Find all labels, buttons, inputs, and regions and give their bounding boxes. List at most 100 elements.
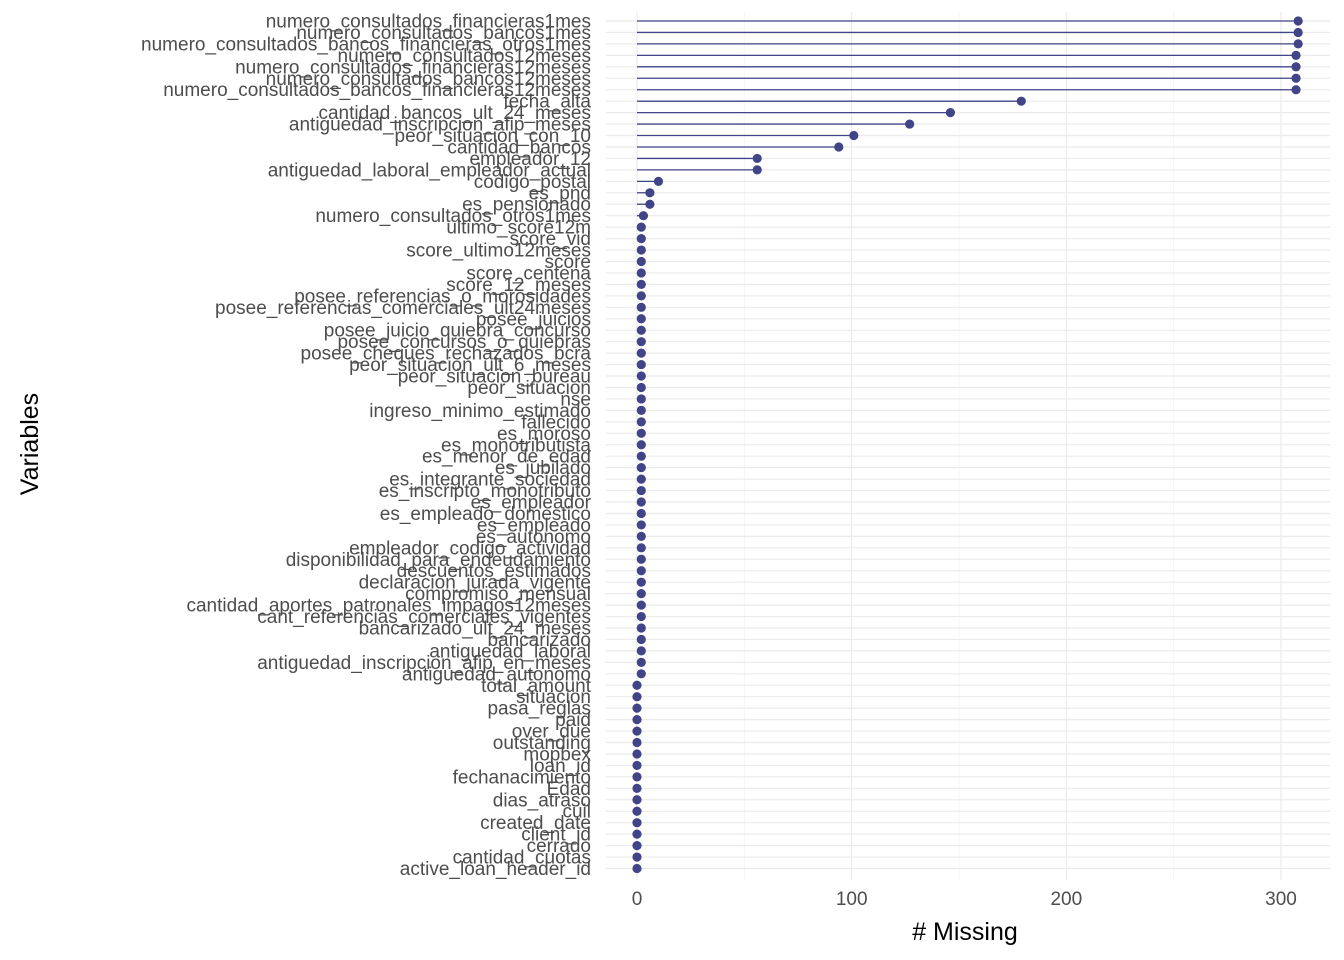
lollipop-point [636,405,646,415]
lollipop-point [636,359,646,370]
lollipop-point [636,302,646,312]
lollipop-point [632,818,642,828]
variable-label: es_integrante_sociedad [389,470,591,491]
variable-label: score_centena [466,263,591,284]
lollipop-point [636,611,646,622]
lollipop-point [653,176,664,186]
lollipop-point [752,165,762,175]
variable-label: peor_situacion [467,378,591,399]
lollipop-point [632,806,642,816]
variable-label: numero_consultados_bancos_financieras12m… [163,80,591,101]
lollipop-point [632,703,642,713]
lollipop-point [636,600,646,610]
variable-label: es_jubilado [495,458,591,479]
variable-label: created_date [480,813,591,834]
lollipop-point [636,348,646,358]
lollipop-point [645,199,655,209]
variable-label: outstanding [493,733,591,754]
variable-label: es_monotributista [441,435,591,456]
lollipop-point [636,657,646,667]
variable-label: numero_consultados_bancos1mes [296,23,591,44]
y-axis-title: Variables [16,393,44,495]
lollipop-point [636,256,646,267]
variable-label: peor_situacion_ult_6_meses [349,355,591,376]
lollipop-point [632,715,642,725]
variable-label: descuentos_estimados [397,561,591,582]
lollipop-point [632,749,642,759]
lollipop-point [636,222,646,232]
lollipop-point [636,234,646,244]
lollipop-point [632,760,642,771]
variable-label: nse [560,389,591,410]
variable-label: es_autonomo [476,527,591,548]
variable-label: posee_juicio_quiebra_concurso [324,321,591,342]
variable-label: ingreso_minimo_estimado [369,401,591,422]
variable-label: posee_concursos_o_quiebras [337,332,591,353]
variable-label: empleador_codigo_actividad [349,538,591,559]
lollipop-point [636,268,646,278]
variable-label: posee_juicios [476,309,591,330]
variable-label: antiguedad_inscripcion_afip_meses [289,115,591,136]
x-tick-label: 100 [836,889,868,910]
lollipop-point [636,646,646,656]
lollipop-point [636,589,646,599]
lollipop-point [636,554,646,564]
lollipop-point [1016,96,1026,106]
lollipop-point [1291,85,1301,95]
variable-label: codigo_postal [474,172,591,193]
variable-label: posee_referencias_o_morosidades [294,286,591,307]
variable-label: Edad [547,779,591,800]
variable-label: antiguedad_inscripcion_afip_en_meses [257,653,591,674]
variable-label: paid [555,710,591,731]
lollipop-point [638,211,649,221]
variable-label: score_12_meses [446,275,591,296]
variable-label: fecha_alta [503,92,591,113]
lollipop-point [636,531,646,541]
variable-label: total_amount [481,676,592,697]
variable-label: bancarizado_ult_24_meses [359,618,591,639]
variable-label: numero_consultados_financieras12meses [235,57,591,78]
variable-label: score_vid [510,229,591,250]
lollipop-point [636,382,646,393]
variable-label: client_id [521,825,591,846]
variable-label: cantidad_bancos_ult_24_meses [318,103,591,124]
variable-label: compromiso_mensual [405,584,591,605]
lollipop-point [636,669,646,679]
lollipop-point [632,737,642,748]
lollipop-point [632,726,642,736]
variable-label: peor_situacion_bureau [398,367,591,388]
lollipop-point [636,291,646,301]
variable-label: disponibilidad_para_endeudamiento [286,550,591,571]
lollipop-point [1293,39,1303,49]
x-tick-label: 300 [1265,889,1297,910]
variable-label: over_due [512,722,591,743]
lollipop-point [632,692,642,702]
lollipop-point [632,852,642,862]
lollipop-point [849,130,859,141]
lollipop-point [632,829,642,839]
lollipop-marks [632,16,1303,874]
lollipop-point [636,325,646,335]
lollipop-point [632,772,642,782]
variable-label: es_empleador [471,493,592,514]
variable-label: fallecido [521,412,591,433]
lollipop-point [636,485,646,496]
variable-label: antiguedad_autonomo [402,664,591,685]
variable-label: peor_situacion_con_10 [395,126,592,147]
variable-label: bancarizado [487,630,591,651]
lollipop-point [636,634,646,645]
lollipop-point [636,543,646,553]
variable-label: cuil [562,802,591,823]
variable-label: cant_referencias_comerciales_vigentes [257,607,591,628]
variable-label: es_menor_de_edad [422,447,591,468]
variable-label: es_inscripto_monotributo [379,481,591,502]
lollipop-point [945,108,956,118]
lollipop-point [636,440,646,450]
variable-label: es_empleado_domestico [380,504,591,525]
lollipop-point [636,508,646,519]
variable-label: empleador_12 [470,149,591,170]
variable-label: declaracion_jurada_vigente [359,573,591,594]
grid [606,12,1330,880]
variable-label: es_empleado [477,515,591,536]
